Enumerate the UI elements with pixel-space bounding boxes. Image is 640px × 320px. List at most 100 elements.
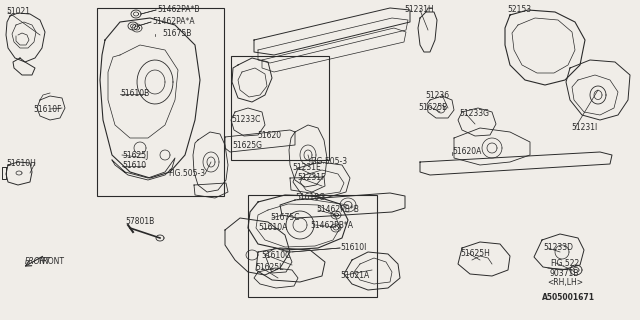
Polygon shape <box>132 24 142 32</box>
Polygon shape <box>207 157 215 167</box>
Text: 51233G: 51233G <box>459 109 489 118</box>
Polygon shape <box>262 28 406 72</box>
Text: 51231H: 51231H <box>404 5 434 14</box>
Polygon shape <box>344 202 352 209</box>
Polygon shape <box>256 204 340 247</box>
Text: 51021: 51021 <box>6 7 30 17</box>
Text: 51610F: 51610F <box>33 105 61 114</box>
Polygon shape <box>246 250 258 260</box>
Text: FRONT: FRONT <box>38 257 64 266</box>
Polygon shape <box>344 252 400 290</box>
Polygon shape <box>458 108 496 136</box>
Text: 51233C: 51233C <box>231 116 260 124</box>
Bar <box>97 8 224 196</box>
Text: 51610H: 51610H <box>6 158 36 167</box>
Polygon shape <box>12 22 36 48</box>
Polygon shape <box>594 91 602 100</box>
Polygon shape <box>300 145 316 165</box>
Text: 51625H: 51625H <box>460 249 490 258</box>
Polygon shape <box>2 167 6 179</box>
Text: FIG.505-3: FIG.505-3 <box>310 157 347 166</box>
Text: 51625J: 51625J <box>122 150 148 159</box>
Text: 57801B: 57801B <box>125 218 154 227</box>
Polygon shape <box>354 258 392 284</box>
Text: 51610B: 51610B <box>120 90 149 99</box>
Text: FIG.522: FIG.522 <box>550 259 579 268</box>
Polygon shape <box>304 150 312 160</box>
Polygon shape <box>340 198 356 212</box>
Text: A505001671: A505001671 <box>542 293 595 302</box>
Text: 51675C: 51675C <box>270 213 300 222</box>
Text: 51231E: 51231E <box>292 164 321 172</box>
Polygon shape <box>156 235 164 241</box>
Polygon shape <box>487 143 497 153</box>
Polygon shape <box>418 12 437 52</box>
Polygon shape <box>290 177 325 193</box>
Polygon shape <box>37 96 65 120</box>
Polygon shape <box>256 248 325 282</box>
Polygon shape <box>137 60 173 104</box>
Polygon shape <box>534 234 584 270</box>
Text: 51610: 51610 <box>122 162 146 171</box>
Polygon shape <box>331 211 341 219</box>
Polygon shape <box>293 218 307 232</box>
Polygon shape <box>512 18 575 73</box>
Polygon shape <box>232 58 272 102</box>
Bar <box>248 195 377 297</box>
Text: 51236: 51236 <box>425 91 449 100</box>
Text: 51462PA*A: 51462PA*A <box>152 18 195 27</box>
Polygon shape <box>238 68 267 97</box>
Polygon shape <box>566 60 630 120</box>
Polygon shape <box>193 132 228 192</box>
Polygon shape <box>420 152 612 175</box>
Polygon shape <box>254 268 298 288</box>
Polygon shape <box>16 171 22 175</box>
Polygon shape <box>112 158 175 180</box>
Text: 51620: 51620 <box>257 132 281 140</box>
Polygon shape <box>225 218 290 275</box>
Polygon shape <box>6 162 32 185</box>
Text: 51462PB*B: 51462PB*B <box>316 205 359 214</box>
Polygon shape <box>131 10 141 18</box>
Polygon shape <box>231 108 265 136</box>
Polygon shape <box>265 248 292 273</box>
Text: 51610C: 51610C <box>261 251 291 260</box>
Polygon shape <box>427 96 454 118</box>
Polygon shape <box>258 18 408 63</box>
Text: FRONT: FRONT <box>25 258 51 267</box>
Polygon shape <box>254 8 410 55</box>
Text: 51610A: 51610A <box>258 223 287 233</box>
Polygon shape <box>194 183 228 198</box>
Polygon shape <box>145 70 165 94</box>
Polygon shape <box>333 213 339 217</box>
Polygon shape <box>573 268 579 273</box>
Polygon shape <box>160 150 170 160</box>
Polygon shape <box>134 26 140 30</box>
Polygon shape <box>331 224 341 232</box>
Polygon shape <box>555 245 569 259</box>
Text: 51462PA*B: 51462PA*B <box>157 5 200 14</box>
Polygon shape <box>505 10 585 85</box>
Polygon shape <box>570 265 582 275</box>
Text: 51462PB*A: 51462PB*A <box>310 220 353 229</box>
Polygon shape <box>134 12 138 16</box>
Polygon shape <box>590 86 606 104</box>
Polygon shape <box>100 18 200 178</box>
Polygon shape <box>572 75 618 115</box>
Polygon shape <box>286 211 314 239</box>
Polygon shape <box>289 125 327 187</box>
Text: 52153: 52153 <box>507 5 531 14</box>
Text: 51021A: 51021A <box>340 270 369 279</box>
Text: 51231I: 51231I <box>571 124 597 132</box>
Polygon shape <box>248 195 348 250</box>
Polygon shape <box>300 170 344 195</box>
Polygon shape <box>6 13 45 62</box>
Text: 51233D: 51233D <box>543 244 573 252</box>
Polygon shape <box>13 58 35 75</box>
Polygon shape <box>225 130 295 152</box>
Polygon shape <box>203 152 219 172</box>
Text: 51231F: 51231F <box>297 173 325 182</box>
Text: 51610I: 51610I <box>340 244 366 252</box>
Polygon shape <box>108 45 178 138</box>
Polygon shape <box>128 22 138 30</box>
